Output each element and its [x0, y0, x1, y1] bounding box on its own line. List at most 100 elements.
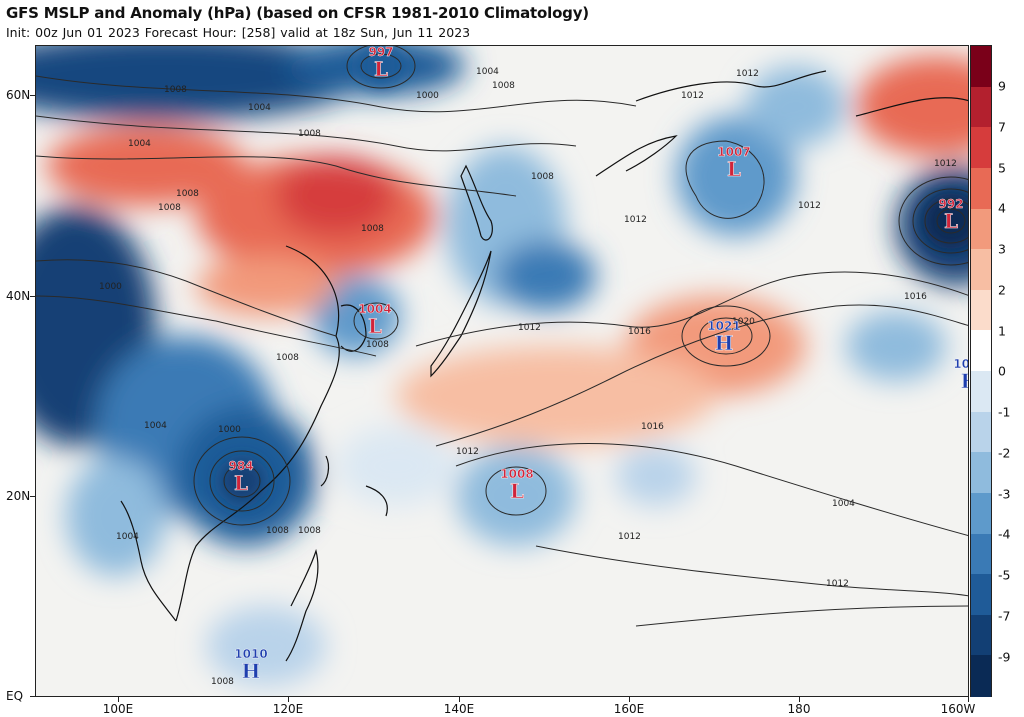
- isobar-label: 1012: [681, 91, 704, 101]
- high-center-value: 1021: [953, 357, 969, 371]
- colorbar-segment: [971, 614, 991, 656]
- isobar-label: 1008: [531, 172, 554, 182]
- isobar-label: 1012: [934, 159, 957, 169]
- colorbar-segment: [971, 289, 991, 331]
- high-center-value: 1010: [234, 647, 267, 661]
- lon-label: 100E: [102, 702, 134, 716]
- map-subtitle: Init: 00z Jun 01 2023 Forecast Hour: [25…: [6, 25, 471, 40]
- colorbar-label: 0: [998, 363, 1006, 379]
- map-svg: 1004 1008 1000 1004 1012 1012 1008 1008 1004 1008…: [36, 46, 969, 687]
- colorbar-label: 5: [998, 160, 1006, 176]
- low-center-value: 997: [368, 46, 393, 59]
- isobar-label: 1016: [641, 422, 664, 432]
- lon-tick: [968, 697, 969, 702]
- colorbar-segment: [971, 86, 991, 128]
- isobar-label: 1008: [266, 526, 289, 536]
- isobar-label: 1008: [164, 85, 187, 95]
- high-pressure-marker: H: [715, 331, 734, 355]
- isobar-label: 1008: [366, 340, 389, 350]
- isobar-label: 1000: [218, 425, 241, 435]
- colorbar-segment: [971, 208, 991, 250]
- isobar-label: 1008: [361, 224, 384, 234]
- isobar-label: 1012: [736, 69, 759, 79]
- colorbar-label: 2: [998, 282, 1006, 298]
- colorbar-segment: [971, 127, 991, 169]
- isobar-label: 1012: [518, 323, 541, 333]
- colorbar-segment: [971, 249, 991, 291]
- colorbar-segment: [971, 167, 991, 209]
- colorbar-label: -7: [998, 608, 1011, 624]
- colorbar-label: -2: [998, 445, 1011, 461]
- colorbar-label: 3: [998, 241, 1006, 257]
- low-pressure-marker: L: [944, 209, 958, 233]
- isobar-label: 1008: [492, 81, 515, 91]
- map-title: GFS MSLP and Anomaly (hPa) (based on CFS…: [6, 4, 589, 22]
- pressure-centers: 997L1007L992L1004L1021H1021H984L1008L101…: [228, 46, 969, 683]
- isobar-label: 1008: [298, 526, 321, 536]
- low-center-value: 1008: [500, 467, 533, 481]
- colorbar-label: -4: [998, 526, 1011, 542]
- isobar-label: 1000: [99, 282, 122, 292]
- lat-label: 20N: [6, 489, 31, 503]
- colorbar-segment: [971, 371, 991, 413]
- low-pressure-marker: L: [234, 471, 248, 495]
- lat-tick: [30, 296, 35, 297]
- lat-label: EQ: [6, 689, 24, 703]
- colorbar-label: -3: [998, 486, 1011, 502]
- anomaly-field: [36, 46, 968, 686]
- coastlines: [120, 70, 968, 662]
- lat-tick: [30, 696, 35, 697]
- colorbar-label: -1: [998, 404, 1011, 420]
- colorbar-label: -5: [998, 567, 1011, 583]
- isobar-label: 1004: [116, 532, 139, 542]
- isobar-label: 1012: [624, 215, 647, 225]
- colorbar-segment: [971, 574, 991, 616]
- colorbar-label: 1: [998, 323, 1006, 339]
- isobar-label: 1016: [904, 292, 927, 302]
- low-pressure-marker: L: [510, 479, 524, 503]
- lon-label: 140E: [443, 702, 475, 716]
- lon-label: 160W: [940, 702, 976, 716]
- isobar-label: 1016: [628, 327, 651, 337]
- isobar-label: 1000: [416, 91, 439, 101]
- colorbar-segment: [971, 655, 991, 697]
- isobar-label: 1012: [826, 579, 849, 589]
- isobar-label: 1020: [732, 317, 755, 327]
- isobar-label: 1004: [476, 67, 499, 77]
- isobar-label: 1004: [128, 139, 151, 149]
- colorbar-segment: [971, 492, 991, 534]
- low-center-value: 1004: [358, 302, 391, 316]
- isobar-label: 1012: [618, 532, 641, 542]
- lon-label: 180: [787, 702, 811, 716]
- isobar-label: 1008: [211, 677, 234, 687]
- isobar-label: 1008: [176, 189, 199, 199]
- anomaly-colorbar: [970, 45, 992, 697]
- colorbar-segment: [971, 330, 991, 372]
- low-center-value: 1007: [717, 145, 750, 159]
- low-pressure-marker: L: [374, 57, 388, 81]
- low-pressure-marker: L: [368, 314, 382, 338]
- isobar-label: 1012: [456, 447, 479, 457]
- low-pressure-marker: L: [727, 157, 741, 181]
- isobar-label: 1004: [832, 499, 855, 509]
- isobar-labels: 1004 1008 1000 1004 1012 1012 1008 1008 1004 1008…: [99, 67, 957, 687]
- lon-tick: [288, 697, 289, 702]
- lon-label: 160E: [613, 702, 645, 716]
- high-pressure-marker: H: [961, 369, 969, 393]
- colorbar-segment: [971, 533, 991, 575]
- isobar-label: 1004: [144, 421, 167, 431]
- colorbar-label: 9: [998, 78, 1006, 94]
- map-panel[interactable]: 1004 1008 1000 1004 1012 1012 1008 1008 1004 1008…: [35, 45, 969, 697]
- lat-tick: [30, 95, 35, 96]
- isobar-label: 1004: [248, 103, 271, 113]
- isobar-label: 1012: [798, 201, 821, 211]
- colorbar-label: -9: [998, 649, 1011, 665]
- lon-tick: [118, 697, 119, 702]
- low-center-value: 992: [938, 197, 963, 211]
- high-pressure-marker: H: [242, 659, 261, 683]
- colorbar-segment: [971, 411, 991, 453]
- isobars: [36, 46, 968, 627]
- lat-label: 60N: [6, 88, 31, 102]
- lat-label: 40N: [6, 289, 31, 303]
- low-center-value: 984: [228, 459, 253, 473]
